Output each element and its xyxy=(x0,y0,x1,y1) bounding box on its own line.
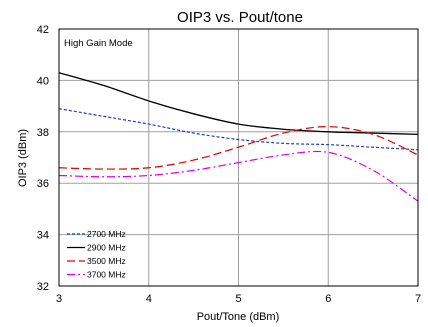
y-tick-label: 40 xyxy=(37,75,49,87)
y-tick-label: 38 xyxy=(37,127,49,139)
legend-label: 2900 MHz xyxy=(87,243,126,253)
x-tick-label: 5 xyxy=(235,293,241,305)
x-tick-label: 6 xyxy=(325,293,331,305)
grid xyxy=(59,29,418,286)
y-tick-label: 32 xyxy=(37,281,49,293)
x-tick-label: 3 xyxy=(56,293,62,305)
chart-title: OIP3 vs. Pout/tone xyxy=(177,9,303,26)
legend: 2700 MHz 2900 MHz 3500 MHz 3700 MHz xyxy=(67,229,126,280)
series-group xyxy=(58,72,419,202)
x-tick-label: 4 xyxy=(146,293,152,305)
x-axis-label: Pout/Tone (dBm) xyxy=(197,311,280,323)
y-tick-label: 42 xyxy=(37,24,49,36)
legend-label: 2700 MHz xyxy=(87,229,126,239)
x-tick-label: 7 xyxy=(415,293,421,305)
series-line-3500-mhz xyxy=(58,126,419,170)
plot-frame xyxy=(58,28,419,287)
chart-annotation: High Gain Mode xyxy=(64,38,133,49)
legend-label: 3700 MHz xyxy=(87,270,126,280)
y-tick-label: 36 xyxy=(37,178,49,190)
series-line-2900-mhz xyxy=(58,72,419,136)
y-axis-label: OIP3 (dBm) xyxy=(17,129,29,187)
legend-label: 3500 MHz xyxy=(87,256,126,266)
y-tick-label: 34 xyxy=(37,230,49,242)
series-line-3700-mhz xyxy=(58,150,419,202)
series-line-2700-mhz xyxy=(58,108,419,151)
